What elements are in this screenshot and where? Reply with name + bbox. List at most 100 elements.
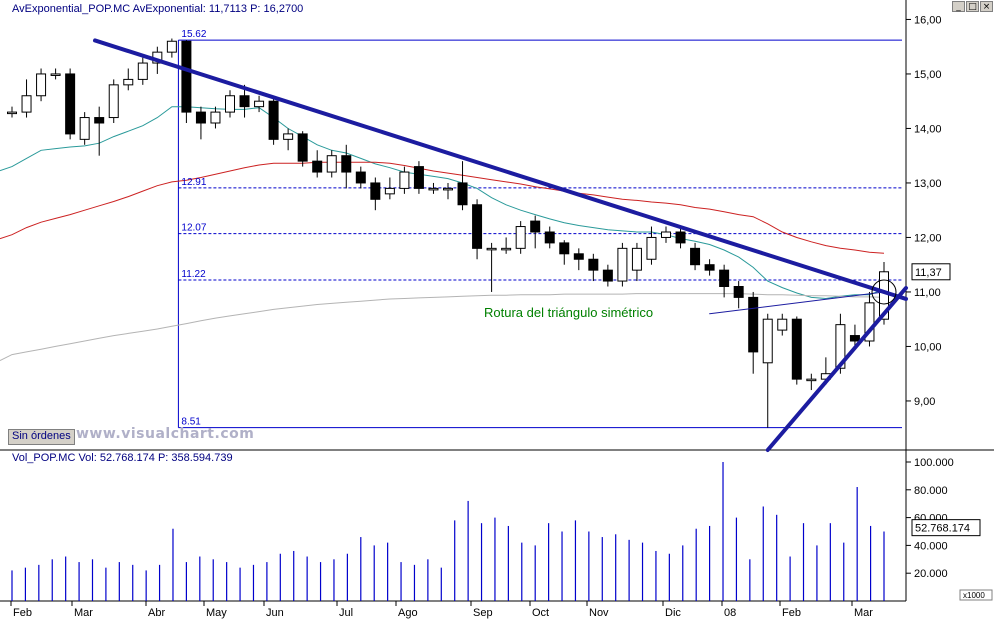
orders-button[interactable]: Sin órdenes: [8, 429, 75, 445]
level-label: 8.51: [181, 417, 201, 428]
upper-resistance-trendline: [93, 38, 908, 301]
time-tick-label: Nov: [589, 607, 609, 619]
time-tick-label: Feb: [13, 607, 32, 619]
candle-body: [501, 247, 512, 251]
candle-body: [428, 187, 439, 191]
time-tick-label: Feb: [782, 607, 801, 619]
candle-body: [864, 302, 875, 342]
candle-body: [762, 318, 773, 364]
watermark: www.visualchart.com: [76, 426, 255, 442]
time-tick-label: Abr: [148, 607, 165, 619]
price-tick-label: 10,00: [914, 341, 942, 353]
breakout-ray-trendline: [709, 291, 885, 315]
time-tick-label: Mar: [74, 607, 93, 619]
volume-tick-label: 80.000: [914, 485, 948, 497]
candle-body: [646, 236, 657, 260]
candle-body: [602, 269, 613, 282]
candle-body: [210, 111, 221, 124]
breakout-circle: [871, 279, 897, 305]
candle-body: [835, 324, 846, 369]
volume-legend: Vol_POP.MC Vol: 52.768.174 P: 358.594.73…: [12, 452, 233, 464]
candle-body: [515, 226, 526, 249]
candle-body: [268, 100, 279, 140]
volume-unit-label: x1000: [963, 591, 985, 600]
candle-body: [791, 318, 802, 380]
ema_short-line: [0, 106, 885, 300]
time-tick-label: Sep: [473, 607, 493, 619]
candle-body: [312, 160, 323, 173]
candle-body: [326, 155, 337, 173]
candle-body: [239, 95, 250, 108]
candle-body: [486, 247, 497, 251]
close-button[interactable]: ×: [980, 1, 993, 12]
candle-body: [297, 133, 308, 162]
candle-body: [384, 187, 395, 195]
volume-unit-box: [959, 589, 993, 601]
time-tick-label: May: [206, 607, 227, 619]
candle-body: [65, 73, 76, 135]
level-label: 11.22: [181, 269, 206, 280]
candle-body: [530, 220, 541, 233]
candle-body: [690, 247, 701, 266]
time-tick-label: Ago: [398, 607, 418, 619]
candle-body: [806, 378, 817, 382]
candle-body: [849, 335, 860, 342]
candle-body: [544, 231, 555, 244]
time-tick-label: 08: [724, 607, 736, 619]
candle-body: [79, 117, 90, 140]
price-legend: AvExponential_POP.MC AvExponential: 11,7…: [12, 3, 303, 15]
time-tick-label: Dic: [665, 607, 681, 619]
candle-body: [559, 242, 570, 255]
last-volume-box: [911, 519, 981, 537]
candle-body: [355, 171, 366, 184]
candle-body: [341, 155, 352, 173]
volume-tick-label: 20.000: [914, 568, 948, 580]
candle-body: [181, 40, 192, 113]
price-tick-label: 13,00: [914, 178, 942, 190]
candle-body: [166, 40, 177, 53]
price-tick-label: 12,00: [914, 232, 942, 244]
candle-body: [94, 117, 105, 124]
candle-body: [195, 111, 206, 124]
candle-body: [748, 296, 759, 353]
candle-body: [443, 187, 453, 191]
candle-body: [457, 182, 468, 206]
candle-body: [50, 73, 61, 76]
candle-body: [413, 166, 424, 189]
price-tick-label: 9,00: [914, 396, 935, 408]
time-tick-label: Oct: [532, 607, 549, 619]
candle-body: [879, 271, 889, 320]
candle-body: [370, 182, 381, 200]
candle-body: [719, 269, 730, 287]
volume-tick-label: 40.000: [914, 540, 948, 552]
candle-body: [108, 84, 119, 119]
candle-body: [675, 231, 686, 244]
minimize-button[interactable]: _: [952, 1, 965, 12]
candle-body: [123, 78, 134, 86]
time-tick-label: Mar: [854, 607, 873, 619]
level-label: 15.62: [181, 29, 206, 40]
candle-body: [631, 247, 642, 271]
candle-body: [7, 111, 17, 115]
candle-body: [733, 286, 744, 298]
price-tick-label: 15,00: [914, 69, 942, 81]
candle-body: [399, 171, 410, 189]
time-tick-label: Jun: [266, 607, 284, 619]
price-tick-label: 14,00: [914, 123, 942, 135]
candle-body: [283, 133, 294, 140]
price-tick-label: 16,00: [914, 14, 942, 26]
candle-body: [225, 95, 235, 113]
last-price-label: 11,37: [915, 267, 942, 279]
level-label: 12.07: [181, 223, 206, 234]
breakout-annotation: Rotura del triángulo simétrico: [484, 305, 653, 320]
candle-body: [254, 100, 265, 108]
candle-body: [617, 247, 628, 282]
price-tick-label: 11,00: [914, 287, 941, 299]
candle-body: [704, 264, 715, 271]
maximize-button[interactable]: □: [966, 1, 979, 12]
candle-body: [21, 95, 32, 113]
last-volume-label: 52.768.174: [915, 523, 970, 535]
volume-tick-label: 100.000: [914, 457, 954, 469]
